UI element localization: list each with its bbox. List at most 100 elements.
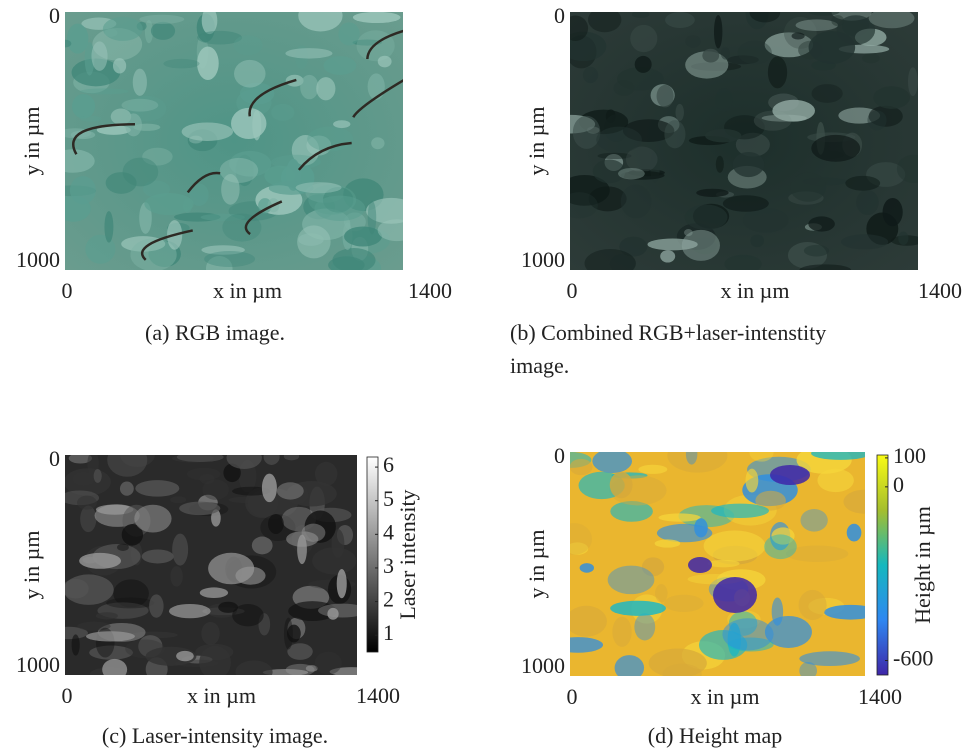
texture-blob	[204, 250, 256, 267]
texture-blob	[798, 589, 827, 621]
texture-blob	[811, 134, 861, 162]
texture-blob	[610, 600, 666, 616]
texture-blob	[588, 12, 622, 33]
colorbar-tick-label: -600	[893, 646, 933, 671]
texture-blob	[107, 455, 148, 477]
texture-blob	[720, 47, 730, 60]
caption: (d) Height map	[648, 723, 782, 748]
texture-blob	[584, 249, 636, 270]
x-tick-label: 1400	[356, 683, 400, 708]
texture-blob	[592, 452, 633, 474]
texture-blob	[93, 469, 102, 483]
texture-blob	[742, 207, 789, 233]
texture-blob	[231, 107, 267, 140]
texture-blob	[144, 193, 194, 216]
texture-blob	[737, 40, 772, 65]
texture-blob	[868, 12, 915, 29]
texture-blob	[298, 12, 343, 32]
image-texture	[570, 12, 918, 270]
texture-blob	[271, 103, 295, 122]
texture-blob	[77, 495, 97, 510]
texture-blob	[139, 14, 185, 24]
y-tick-label: 1000	[16, 247, 60, 272]
texture-blob	[262, 669, 309, 675]
texture-blob	[572, 115, 601, 149]
fiber	[186, 171, 221, 194]
texture-blob	[907, 67, 918, 97]
texture-blob	[609, 253, 637, 270]
texture-blob	[579, 563, 595, 573]
colorbar-tick-label: 100	[893, 443, 926, 468]
texture-blob	[96, 125, 131, 135]
y-axis-label: y in µm	[524, 530, 549, 599]
texture-blob	[80, 505, 97, 533]
texture-blob	[665, 12, 695, 28]
texture-blob	[707, 559, 740, 568]
image-texture	[570, 452, 865, 676]
texture-blob	[607, 565, 655, 595]
texture-blob	[675, 103, 684, 121]
texture-blob	[283, 455, 300, 461]
colorbar-tick-label: 2	[383, 587, 394, 612]
texture-blob	[808, 12, 840, 16]
texture-blob	[681, 229, 720, 261]
texture-blob	[263, 455, 280, 465]
texture-blob	[655, 584, 668, 603]
texture-blob	[235, 566, 266, 585]
texture-blob	[772, 99, 815, 122]
texture-blob	[377, 55, 392, 68]
image-texture	[65, 455, 357, 675]
texture-blob	[287, 643, 313, 660]
texture-blob	[232, 604, 264, 627]
texture-blob	[371, 137, 385, 150]
x-axis-label: x in µm	[213, 278, 282, 303]
texture-blob	[222, 213, 262, 242]
texture-blob	[149, 594, 164, 618]
texture-blob	[168, 603, 211, 619]
x-axis-label: x in µm	[721, 278, 790, 303]
texture-blob	[121, 524, 144, 546]
texture-blob	[141, 549, 174, 564]
texture-blob	[218, 601, 239, 613]
texture-blob	[287, 624, 301, 643]
texture-blob	[104, 211, 114, 243]
texture-blob	[338, 22, 360, 46]
colorbar-tick-label: 5	[383, 486, 394, 511]
texture-blob	[377, 219, 403, 242]
texture-blob	[596, 126, 642, 153]
x-tick-label: 1400	[858, 684, 902, 709]
y-tick-label: 0	[554, 443, 565, 468]
x-tick-label: 0	[62, 683, 73, 708]
texture-blob	[84, 41, 95, 76]
texture-blob	[620, 171, 665, 180]
low-region	[770, 465, 810, 485]
texture-blob	[297, 225, 331, 259]
texture-blob	[898, 231, 909, 245]
caption: (a) RGB image.	[145, 320, 285, 345]
texture-blob	[286, 531, 319, 547]
texture-blob	[745, 468, 759, 493]
texture-blob	[366, 197, 403, 224]
x-axis-label: x in µm	[187, 683, 256, 708]
texture-blob	[795, 19, 839, 31]
texture-blob	[684, 229, 693, 237]
texture-blob	[749, 12, 781, 23]
texture-blob	[620, 184, 652, 219]
texture-blob	[867, 110, 887, 131]
texture-blob	[71, 634, 80, 656]
texture-blob	[328, 256, 365, 270]
texture-blob	[618, 167, 645, 180]
texture-blob	[197, 30, 243, 45]
texture-blob	[703, 530, 766, 562]
texture-blob	[711, 503, 769, 518]
texture-blob	[799, 264, 852, 270]
texture-blob	[862, 53, 880, 64]
texture-blob	[181, 122, 234, 141]
texture-blob	[570, 192, 598, 219]
texture-blob	[65, 626, 88, 640]
texture-blob	[133, 123, 161, 131]
texture-blob	[570, 605, 607, 637]
caption-line: (b) Combined RGB+laser-intenstity	[510, 320, 826, 345]
